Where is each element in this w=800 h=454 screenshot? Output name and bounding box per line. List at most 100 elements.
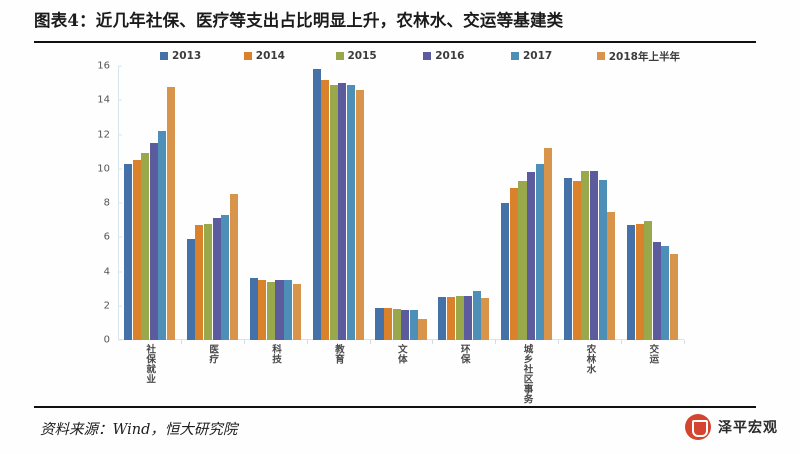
- x-axis-category-label: 社保就业: [144, 344, 156, 384]
- x-axis-tick-mark: [558, 340, 560, 344]
- x-axis-tick-mark: [243, 340, 245, 344]
- bar: [132, 160, 141, 340]
- legend-swatch-icon: [423, 52, 432, 60]
- bar: [535, 163, 544, 340]
- title-zone: 图表4：近几年社保、医疗等支出占比明显上升，农林水、交运等基建类: [34, 6, 756, 44]
- y-axis-tick-mark: [118, 99, 122, 101]
- legend-item-label: 2016: [435, 50, 465, 62]
- y-axis-tick-mark: [118, 65, 122, 67]
- legend-swatch-icon: [160, 52, 168, 60]
- legend-item-2017[interactable]: 2017: [511, 50, 597, 62]
- bar: [284, 280, 293, 340]
- watermark: 泽平宏观: [685, 414, 778, 440]
- bar-group: [118, 66, 181, 340]
- bar: [166, 86, 175, 340]
- y-axis-tick-mark: [118, 305, 122, 307]
- legend-swatch-icon: [243, 52, 252, 60]
- bar: [644, 221, 653, 340]
- bar: [669, 254, 679, 340]
- bar: [401, 310, 410, 340]
- bar: [312, 69, 321, 340]
- bar: [384, 308, 393, 340]
- y-axis-tick-label: 8: [103, 197, 110, 209]
- bar: [607, 212, 616, 340]
- x-axis-tick-mark: [369, 340, 371, 344]
- legend-item-2014[interactable]: 2014: [243, 50, 336, 62]
- bar: [518, 180, 527, 340]
- bar-group: [558, 66, 621, 340]
- y-axis-tick-mark: [118, 168, 122, 170]
- bar: [338, 83, 347, 340]
- plot-area: 0 2 4 6 8 10 12 14 16: [97, 61, 685, 346]
- bar: [627, 225, 636, 340]
- bar: [123, 163, 132, 340]
- bar: [564, 178, 573, 340]
- x-axis-tick-mark: [432, 340, 434, 344]
- bar: [292, 283, 301, 340]
- legend-item-label: 2013: [172, 50, 202, 62]
- y-axis-tick-label: 0: [103, 334, 110, 346]
- bar: [652, 242, 661, 340]
- bar: [581, 170, 590, 340]
- watermark-label: 泽平宏观: [718, 420, 778, 436]
- bar: [446, 297, 456, 340]
- x-axis-category-label: 农林水: [584, 344, 596, 374]
- bar: [346, 84, 356, 340]
- x-axis-tick-mark: [684, 340, 685, 344]
- bar-group: [181, 66, 244, 340]
- bar: [249, 278, 258, 340]
- bar: [275, 280, 284, 340]
- bar: [266, 281, 275, 340]
- legend-swatch-icon: [511, 52, 519, 60]
- legend-item-label: 2015: [347, 50, 377, 62]
- bar: [481, 298, 490, 340]
- legend-item-2016[interactable]: 2016: [423, 50, 511, 62]
- x-axis-tick-mark: [306, 340, 308, 344]
- legend-swatch-icon: [335, 52, 344, 60]
- bar: [141, 153, 150, 340]
- bar: [661, 245, 670, 340]
- bar: [527, 172, 536, 340]
- bar: [589, 170, 598, 340]
- bar: [186, 239, 195, 340]
- y-axis-tick-label: 10: [97, 163, 110, 175]
- legend-item-label: 2014: [255, 50, 285, 62]
- bar: [455, 295, 464, 340]
- bar: [203, 223, 213, 340]
- x-axis-category-label: 医疗: [207, 344, 219, 364]
- bar: [464, 295, 473, 340]
- page-title: 图表4：近几年社保、医疗等支出占比明显上升，农林水、交运等基建类: [34, 11, 564, 30]
- bar: [221, 215, 230, 340]
- y-axis-tick-mark: [118, 271, 122, 272]
- x-axis-category-label: 科技: [270, 344, 282, 364]
- bar: [158, 131, 167, 340]
- legend-item-2018年上半年[interactable]: 2018年上半年: [596, 49, 680, 64]
- bar: [229, 194, 238, 340]
- y-axis-tick-label: 4: [103, 266, 110, 277]
- x-axis: [118, 339, 684, 340]
- bar: [409, 310, 418, 340]
- y-axis-tick-mark: [118, 236, 122, 238]
- bar: [501, 203, 510, 340]
- bar: [509, 187, 518, 340]
- legend-item-2015[interactable]: 2015: [335, 50, 424, 62]
- legend-item-2013[interactable]: 2013: [160, 50, 244, 62]
- x-axis-category-label: 交运: [647, 344, 659, 364]
- bar: [329, 84, 338, 340]
- y-axis-tick-label: 6: [103, 231, 110, 243]
- bar-group: [495, 66, 558, 340]
- bar: [438, 297, 447, 340]
- bar: [149, 143, 158, 340]
- x-axis-category-label: 环保: [458, 344, 470, 364]
- divider-top: [34, 41, 756, 43]
- y-axis-tick-label: 16: [97, 60, 110, 72]
- y-axis-tick-label: 12: [97, 129, 110, 140]
- bar-group: [307, 66, 370, 340]
- source-note: 资料来源：Wind，恒大研究院: [40, 422, 238, 438]
- bar: [472, 291, 481, 340]
- bar: [195, 225, 204, 340]
- bar: [635, 223, 644, 340]
- y-axis-tick-mark: [118, 339, 122, 341]
- bar: [355, 90, 364, 340]
